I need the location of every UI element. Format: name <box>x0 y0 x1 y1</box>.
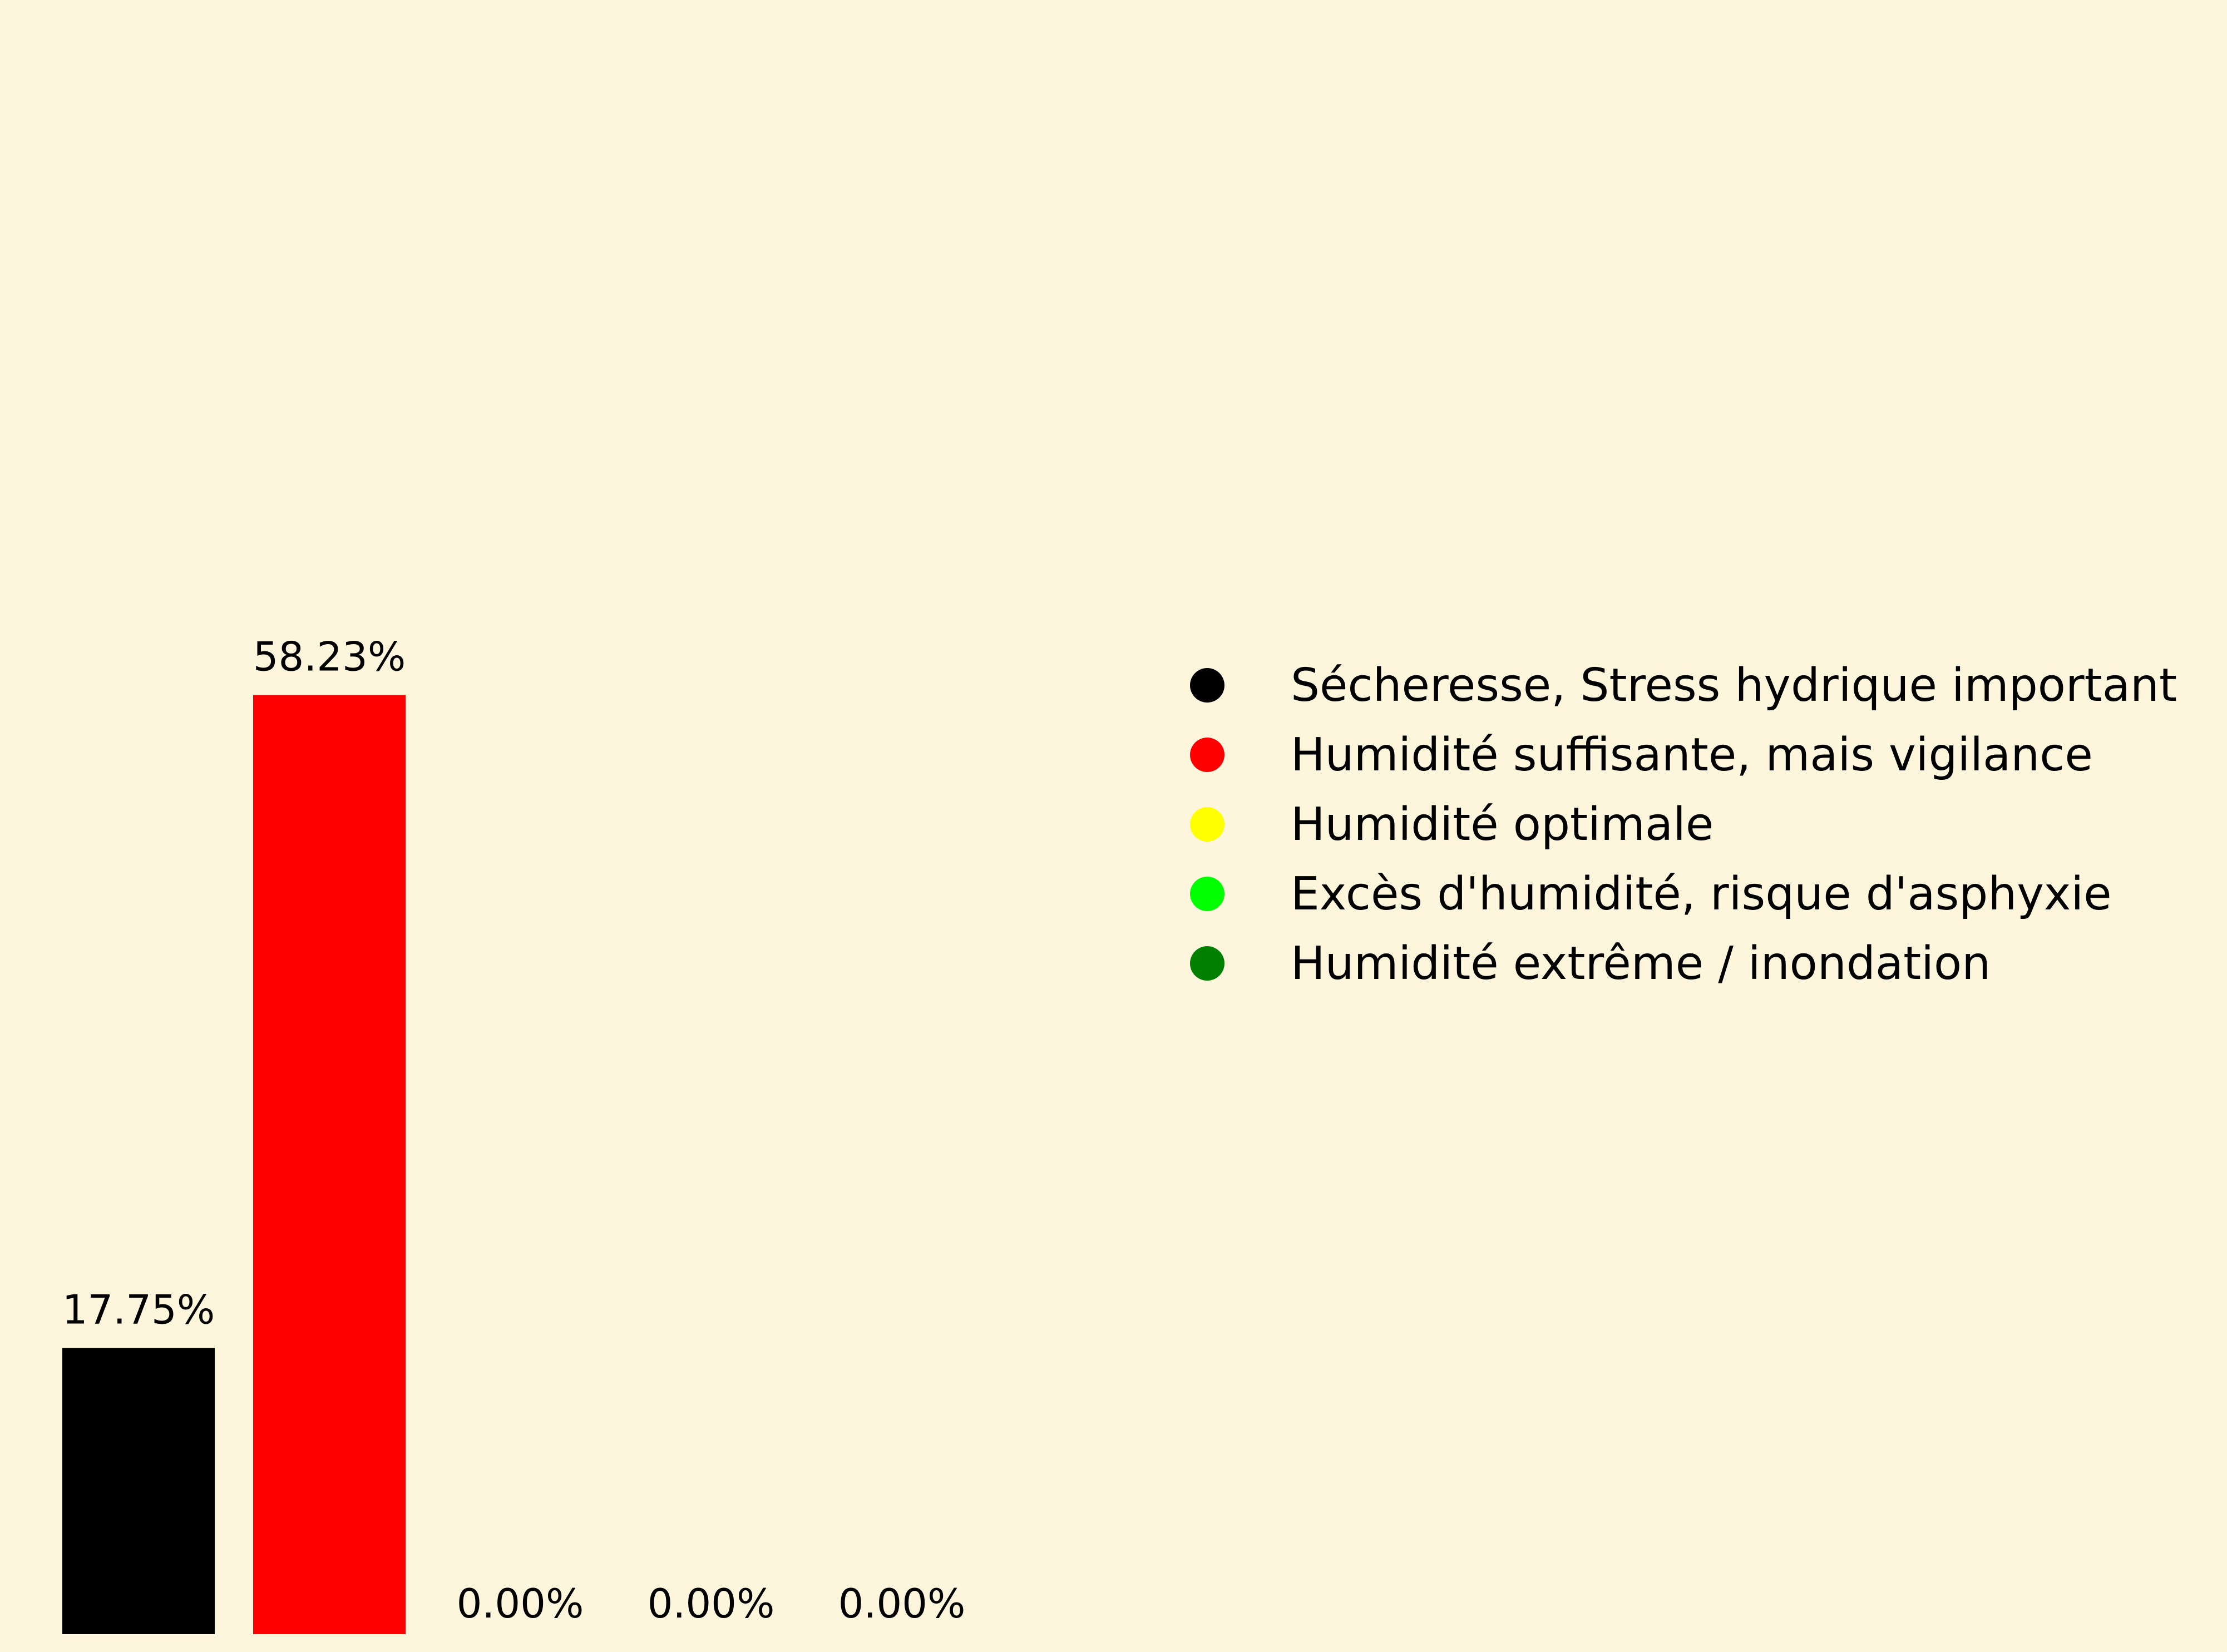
bar-value-labels: 17.75% 58.23% 0.00% 0.00% 0.00% <box>62 633 966 1627</box>
legend-marker-5 <box>1190 946 1224 981</box>
bar-value-label-1: 17.75% <box>62 1286 215 1333</box>
legend-marker-2 <box>1190 738 1224 772</box>
bar-value-label-3: 0.00% <box>457 1580 584 1627</box>
legend-label-5: Humidité extrême / inondation <box>1291 937 1991 990</box>
legend-marker-3 <box>1190 807 1224 842</box>
legend-marker-4 <box>1190 877 1224 911</box>
legend-label-3: Humidité optimale <box>1291 798 1714 851</box>
bar-value-label-5: 0.00% <box>838 1580 966 1627</box>
legend: Sécheresse, Stress hydrique important Hum… <box>1190 659 2177 990</box>
legend-marker-1 <box>1190 668 1224 703</box>
bar-1 <box>62 1348 215 1634</box>
bar-group <box>62 695 406 1634</box>
legend-label-2: Humidité suffisante, mais vigilance <box>1291 729 2093 782</box>
bar-2 <box>253 695 406 1634</box>
bar-value-label-4: 0.00% <box>648 1580 775 1627</box>
legend-label-1: Sécheresse, Stress hydrique important <box>1291 659 2177 712</box>
legend-label-4: Excès d'humidité, risque d'asphyxie <box>1291 868 2112 921</box>
bar-value-label-2: 58.23% <box>253 633 406 680</box>
